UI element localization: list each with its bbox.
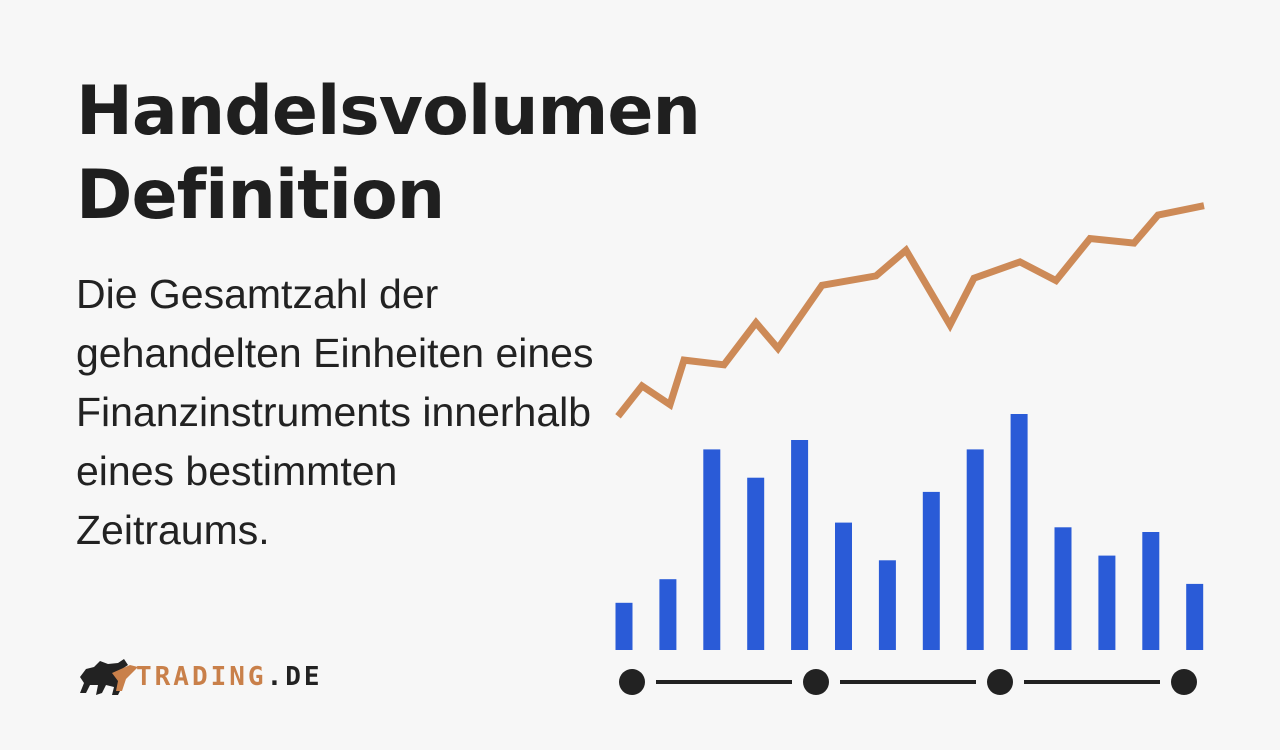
timeline-dot — [803, 669, 829, 695]
price-line — [615, 202, 1205, 419]
brand-name-domain: .DE — [266, 662, 323, 692]
brand-name-trading: TRADING — [136, 662, 267, 692]
volume-bar — [1010, 414, 1028, 650]
definition-text: Die Gesamtzahl der gehandelten Einheiten… — [76, 271, 594, 553]
brand-logo: TRADING.DE — [78, 655, 323, 699]
timeline-dot — [619, 669, 645, 695]
volume-chart — [615, 202, 1205, 695]
volume-bar — [1098, 555, 1116, 650]
volume-bar — [703, 449, 721, 650]
volume-bar — [659, 579, 677, 650]
page-title: Handelsvolumen Definition — [76, 70, 701, 238]
timeline-dot — [987, 669, 1013, 695]
volume-bar — [922, 491, 940, 650]
title-line-2: Definition — [76, 156, 445, 235]
volume-bar — [791, 440, 809, 650]
volume-bar — [1186, 583, 1204, 650]
bull-icon — [80, 659, 138, 695]
volume-bar — [615, 602, 633, 650]
volume-bar — [966, 449, 984, 650]
volume-bar — [1054, 527, 1072, 650]
title-line-1: Handelsvolumen — [76, 72, 701, 151]
brand-name: TRADING.DE — [136, 662, 323, 692]
volume-bar — [878, 560, 896, 650]
timeline-dot — [1171, 669, 1197, 695]
volume-bar — [835, 522, 852, 650]
volume-bar — [1142, 532, 1160, 650]
volume-bar — [747, 477, 765, 650]
